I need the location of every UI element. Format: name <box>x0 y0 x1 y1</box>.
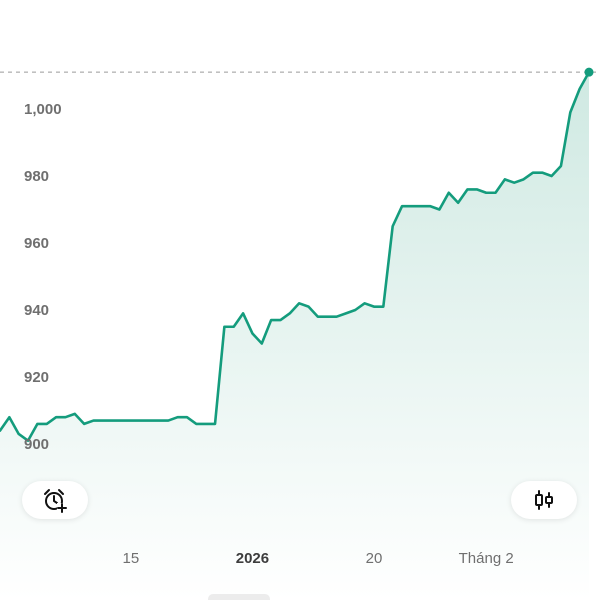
x-tick-label: 2026 <box>236 550 269 567</box>
add-alert-button[interactable] <box>22 481 88 519</box>
candlestick-icon <box>535 490 553 510</box>
y-tick-label: 920 <box>24 369 49 386</box>
last-price-dot <box>584 67 594 77</box>
chart-type-button[interactable] <box>511 481 577 519</box>
alarm-add-icon <box>44 489 67 513</box>
x-tick-label: 20 <box>366 550 383 567</box>
y-tick-label: 900 <box>24 436 49 453</box>
y-tick-label: 940 <box>24 302 49 319</box>
price-area-fill <box>0 72 589 600</box>
x-tick-label: 15 <box>123 550 140 567</box>
y-tick-label: 1,000 <box>24 101 62 118</box>
y-tick-label: 980 <box>24 168 49 185</box>
y-tick-label: 960 <box>24 235 49 252</box>
x-tick-label: Tháng 2 <box>459 550 514 567</box>
price-series-line <box>0 70 591 442</box>
bottom-sheet-handle[interactable] <box>208 594 270 600</box>
